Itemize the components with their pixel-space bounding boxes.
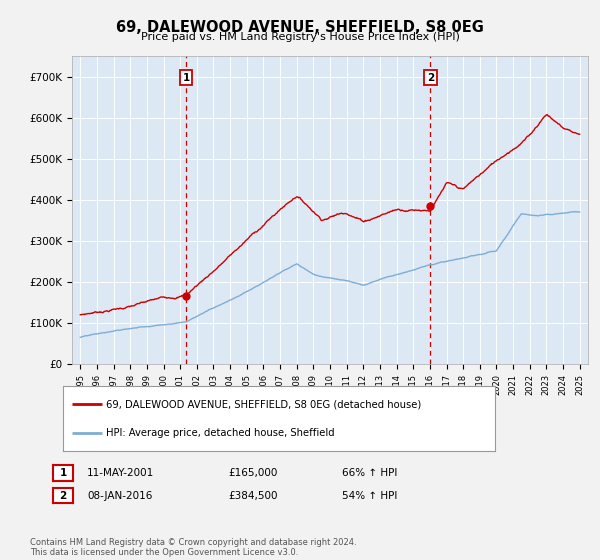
Text: 69, DALEWOOD AVENUE, SHEFFIELD, S8 0EG: 69, DALEWOOD AVENUE, SHEFFIELD, S8 0EG: [116, 20, 484, 35]
Text: Price paid vs. HM Land Registry's House Price Index (HPI): Price paid vs. HM Land Registry's House …: [140, 32, 460, 43]
Text: HPI: Average price, detached house, Sheffield: HPI: Average price, detached house, Shef…: [106, 428, 335, 438]
Text: 1: 1: [59, 468, 67, 478]
Text: 08-JAN-2016: 08-JAN-2016: [87, 491, 152, 501]
Text: 11-MAY-2001: 11-MAY-2001: [87, 468, 154, 478]
Text: £165,000: £165,000: [228, 468, 277, 478]
Text: 66% ↑ HPI: 66% ↑ HPI: [342, 468, 397, 478]
Text: 69, DALEWOOD AVENUE, SHEFFIELD, S8 0EG (detached house): 69, DALEWOOD AVENUE, SHEFFIELD, S8 0EG (…: [106, 399, 421, 409]
Text: 2: 2: [59, 491, 67, 501]
Text: Contains HM Land Registry data © Crown copyright and database right 2024.
This d: Contains HM Land Registry data © Crown c…: [30, 538, 356, 557]
Text: 1: 1: [182, 73, 190, 82]
Text: 2: 2: [427, 73, 434, 82]
Text: £384,500: £384,500: [228, 491, 277, 501]
Text: 54% ↑ HPI: 54% ↑ HPI: [342, 491, 397, 501]
